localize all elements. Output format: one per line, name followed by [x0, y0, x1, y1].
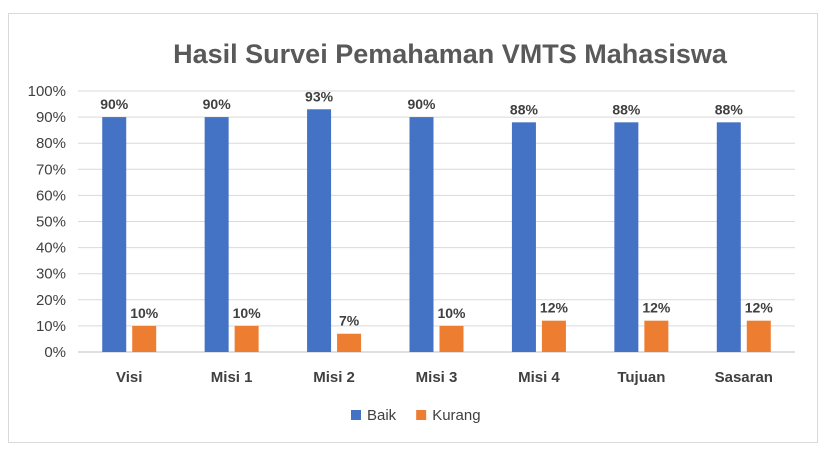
x-tick-label: Misi 4: [518, 369, 560, 386]
bar-kurang: [541, 320, 566, 352]
legend-swatch-baik: [351, 410, 361, 420]
chart-title: Hasil Survei Pemahaman VMTS Mahasiswa: [173, 39, 728, 69]
x-tick-label: Tujuan: [617, 369, 665, 386]
bar-baik: [102, 117, 127, 352]
data-label: 88%: [612, 101, 641, 117]
legend-label-baik: Baik: [367, 407, 397, 424]
data-label: 12%: [642, 300, 671, 316]
bar-baik: [716, 122, 741, 352]
x-tick-label: Sasaran: [715, 369, 773, 386]
y-tick-label: 10%: [36, 318, 66, 335]
y-tick-label: 40%: [36, 240, 66, 257]
data-label: 7%: [339, 313, 360, 329]
y-tick-label: 90%: [36, 109, 66, 126]
data-label: 90%: [407, 96, 436, 112]
x-tick-label: Misi 1: [211, 369, 253, 386]
legend-label-kurang: Kurang: [432, 407, 480, 424]
x-axis: Visi Misi 1 Misi 2 Misi 3 Misi 4 Tujuan Sasara…: [116, 369, 773, 386]
y-axis: 0% 10% 20% 30% 40% 50% 60% 70% 80% 90% 100%: [28, 83, 66, 361]
y-tick-label: 30%: [36, 266, 66, 283]
bar-kurang: [644, 320, 669, 352]
legend-swatch-kurang: [416, 410, 427, 420]
data-label: 88%: [715, 101, 744, 117]
x-tick-label: Visi: [116, 369, 142, 386]
y-tick-label: 50%: [36, 214, 66, 231]
legend: Baik Kurang: [351, 407, 481, 424]
data-label: 10%: [437, 305, 466, 321]
bar-baik: [204, 117, 229, 352]
data-label: 90%: [100, 96, 129, 112]
bar-baik: [307, 109, 332, 353]
bar-kurang: [234, 325, 259, 352]
y-tick-label: 0%: [44, 344, 66, 361]
data-label: 10%: [130, 305, 159, 321]
data-label: 90%: [203, 96, 232, 112]
y-tick-label: 80%: [36, 135, 66, 152]
data-label: 88%: [510, 101, 539, 117]
y-tick-label: 70%: [36, 161, 66, 178]
bar-kurang: [746, 320, 771, 352]
y-tick-label: 100%: [28, 83, 66, 100]
y-tick-label: 20%: [36, 292, 66, 309]
bar-baik: [511, 122, 536, 352]
bar-baik: [614, 122, 639, 352]
bar-kurang: [337, 333, 362, 352]
data-label: 93%: [305, 88, 334, 104]
x-tick-label: Misi 3: [416, 369, 458, 386]
y-tick-label: 60%: [36, 187, 66, 204]
bar-kurang: [132, 325, 157, 352]
bar-baik: [409, 117, 434, 352]
x-tick-label: Misi 2: [313, 369, 355, 386]
gridlines: [78, 90, 795, 353]
data-label: 12%: [745, 300, 774, 316]
bars: 90% 10% 90% 10% 93% 7% 90% 10% 88% 12% 88% 12% 88% 12…: [100, 88, 774, 353]
bar-kurang: [439, 325, 464, 352]
data-label: 10%: [233, 305, 262, 321]
data-label: 12%: [540, 300, 569, 316]
